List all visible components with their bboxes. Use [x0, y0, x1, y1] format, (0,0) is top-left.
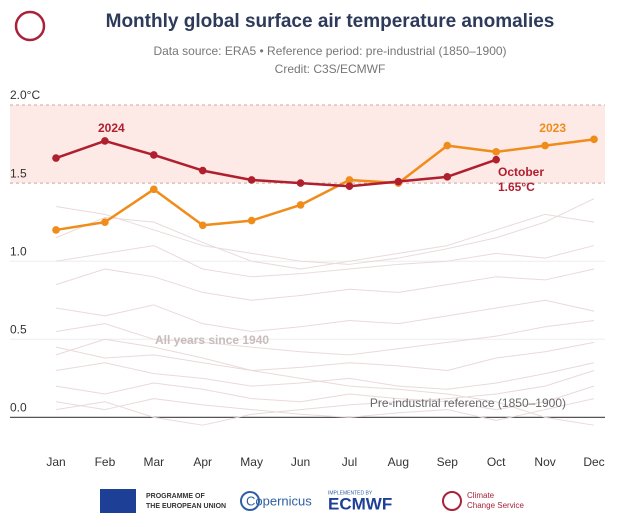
credit: Credit: C3S/ECMWF — [275, 62, 386, 76]
x-tick-label: May — [240, 455, 263, 469]
background-line — [55, 362, 595, 390]
footer-text: IMPLEMENTED BY — [328, 490, 373, 496]
background-line — [55, 268, 595, 301]
c3s-logo — [442, 491, 462, 511]
x-tick-label: Oct — [487, 455, 506, 469]
footer-text: Climate — [467, 491, 495, 500]
background-line — [55, 382, 595, 411]
marker — [590, 135, 598, 144]
marker — [296, 179, 305, 187]
marker — [541, 141, 549, 150]
copernicus-logo — [240, 491, 260, 511]
annotation: 2024 — [98, 121, 125, 135]
marker — [150, 185, 158, 194]
marker — [296, 201, 305, 209]
marker — [443, 173, 452, 181]
footer-text: ECMWF — [328, 494, 392, 513]
x-tick-label: Apr — [193, 455, 212, 469]
footer: PROGRAMME OF THE EUROPEAN UNION Copernic… — [100, 489, 524, 513]
x-tick-label: Jul — [342, 455, 357, 469]
x-tick-label: Feb — [95, 455, 116, 469]
marker — [101, 218, 109, 226]
background-line — [55, 398, 595, 422]
marker — [394, 177, 403, 186]
footer-text: PROGRAMME OF — [146, 493, 205, 500]
marker — [492, 155, 500, 164]
series-line — [55, 139, 497, 188]
annotation: Pre-industrial reference (1850–1900) — [370, 396, 566, 410]
x-tick-label: Aug — [388, 455, 409, 469]
marker — [52, 226, 60, 234]
subtitle: Data source: ERA5 • Reference period: pr… — [153, 44, 506, 58]
marker — [345, 176, 354, 184]
marker — [247, 176, 256, 184]
plot: 0.0 0.5 1.0 1.5 2.0°C Jan Feb Mar Apr May Jun Jul Au… — [10, 88, 605, 469]
logo — [14, 10, 46, 42]
marker — [443, 141, 452, 150]
footer-text: Copernicus — [246, 493, 312, 508]
x-tick-label: Mar — [143, 455, 164, 469]
background-line — [55, 338, 595, 426]
background-line — [55, 341, 595, 372]
x-tick-label: Dec — [583, 455, 604, 469]
background-line — [55, 370, 595, 426]
marker — [345, 182, 354, 191]
marker — [52, 154, 60, 162]
y-tick-label: 1.0 — [10, 244, 27, 258]
marker — [492, 148, 500, 156]
y-tick-label: 0.0 — [10, 401, 27, 415]
y-tick-label: 0.5 — [10, 322, 27, 336]
background-line — [55, 198, 595, 265]
marker — [150, 151, 158, 159]
chart-title: Monthly global surface air temperature a… — [106, 11, 555, 32]
annotation: 1.65°C — [498, 180, 535, 194]
annotation: 2023 — [539, 121, 566, 135]
x-tick-label: Jun — [291, 455, 310, 469]
annotation: All years since 1940 — [155, 333, 269, 347]
series-line — [55, 138, 595, 232]
target-band — [10, 105, 605, 184]
marker — [247, 216, 256, 225]
footer-text: THE EUROPEAN UNION — [146, 503, 226, 510]
background-line — [55, 320, 595, 356]
y-tick-label: 1.5 — [10, 166, 27, 180]
background-line — [55, 213, 595, 270]
marker — [198, 221, 207, 230]
marker — [198, 166, 207, 175]
eu-flag — [100, 489, 136, 513]
x-tick-label: Sep — [437, 455, 459, 469]
annotation: October — [498, 165, 544, 179]
background-line — [55, 245, 595, 278]
footer-text: Change Service — [467, 501, 524, 510]
x-tick-label: Jan — [46, 455, 65, 469]
x-tick-label: Nov — [534, 455, 555, 469]
marker — [101, 137, 109, 145]
y-tick-label: 2.0°C — [10, 88, 40, 102]
background-line — [55, 299, 595, 332]
